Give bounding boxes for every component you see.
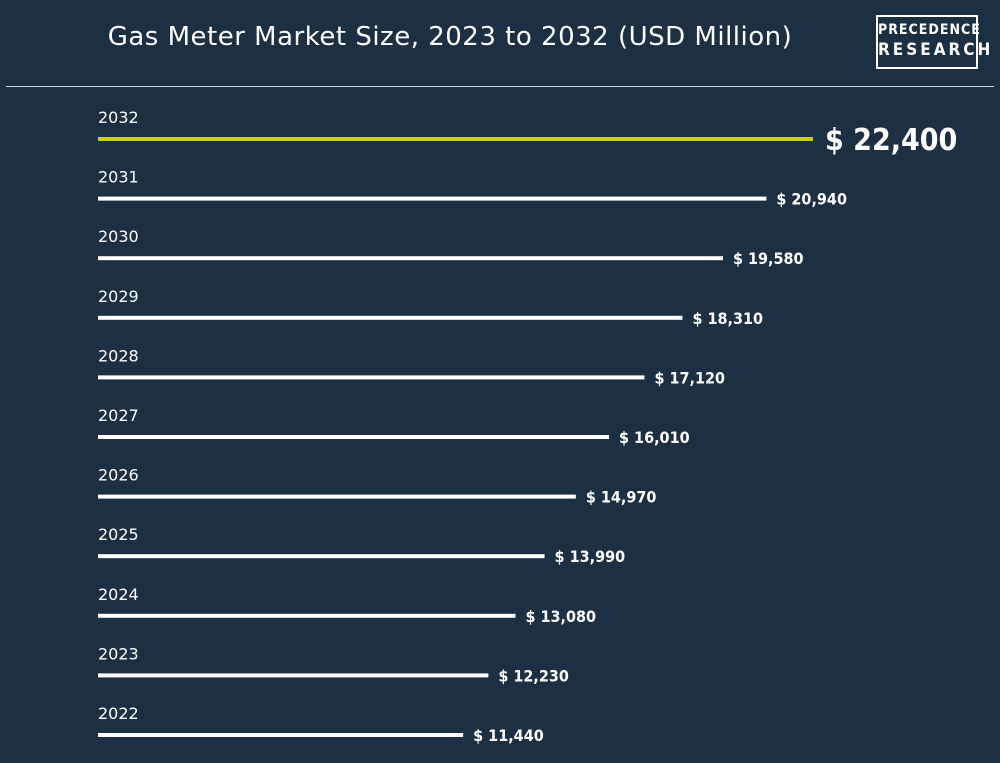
bar-2031: [98, 196, 767, 201]
value-label-2031: $ 20,940: [776, 190, 847, 209]
value-label-2029: $ 18,310: [692, 309, 763, 328]
bar-2026: [98, 494, 576, 499]
value-label-2026: $ 14,970: [586, 488, 657, 507]
logo-line-1: PRECEDENCE: [878, 22, 981, 38]
value-label-2025: $ 13,990: [555, 547, 626, 566]
year-label-2024: 2024: [98, 585, 139, 604]
year-label-2026: 2026: [98, 466, 139, 485]
bar-2032: [98, 137, 813, 141]
year-label-2025: 2025: [98, 525, 139, 544]
bar-2025: [98, 554, 545, 559]
year-label-2032: 2032: [98, 108, 139, 127]
bar-2027: [98, 435, 610, 439]
value-label-2028: $ 17,120: [654, 368, 725, 387]
bar-2022: [98, 733, 464, 737]
header-divider: [6, 86, 994, 87]
value-label-2027: $ 16,010: [619, 428, 690, 447]
bar-2030: [98, 256, 723, 261]
year-label-2022: 2022: [98, 704, 139, 723]
year-label-2029: 2029: [98, 287, 139, 306]
value-label-2024: $ 13,080: [526, 607, 597, 626]
value-label-2032: $ 22,400: [825, 123, 957, 158]
year-label-2030: 2030: [98, 227, 139, 246]
precedence-research-logo: PRECEDENCE RESEARCH: [876, 15, 994, 69]
year-label-2023: 2023: [98, 644, 139, 663]
year-label-2028: 2028: [98, 346, 139, 365]
value-label-2030: $ 19,580: [733, 249, 804, 268]
chart-title: Gas Meter Market Size, 2023 to 2032 (USD…: [107, 22, 793, 52]
value-label-2023: $ 12,230: [498, 666, 569, 685]
value-label-2022: $ 11,440: [473, 726, 544, 745]
year-label-2027: 2027: [98, 406, 139, 425]
year-label-2031: 2031: [98, 168, 139, 187]
logo-line-2: RESEARCH: [878, 40, 994, 60]
bar-2024: [98, 613, 516, 618]
bar-2029: [98, 315, 683, 320]
bar-2028: [98, 375, 645, 380]
bar-2023: [98, 673, 489, 678]
